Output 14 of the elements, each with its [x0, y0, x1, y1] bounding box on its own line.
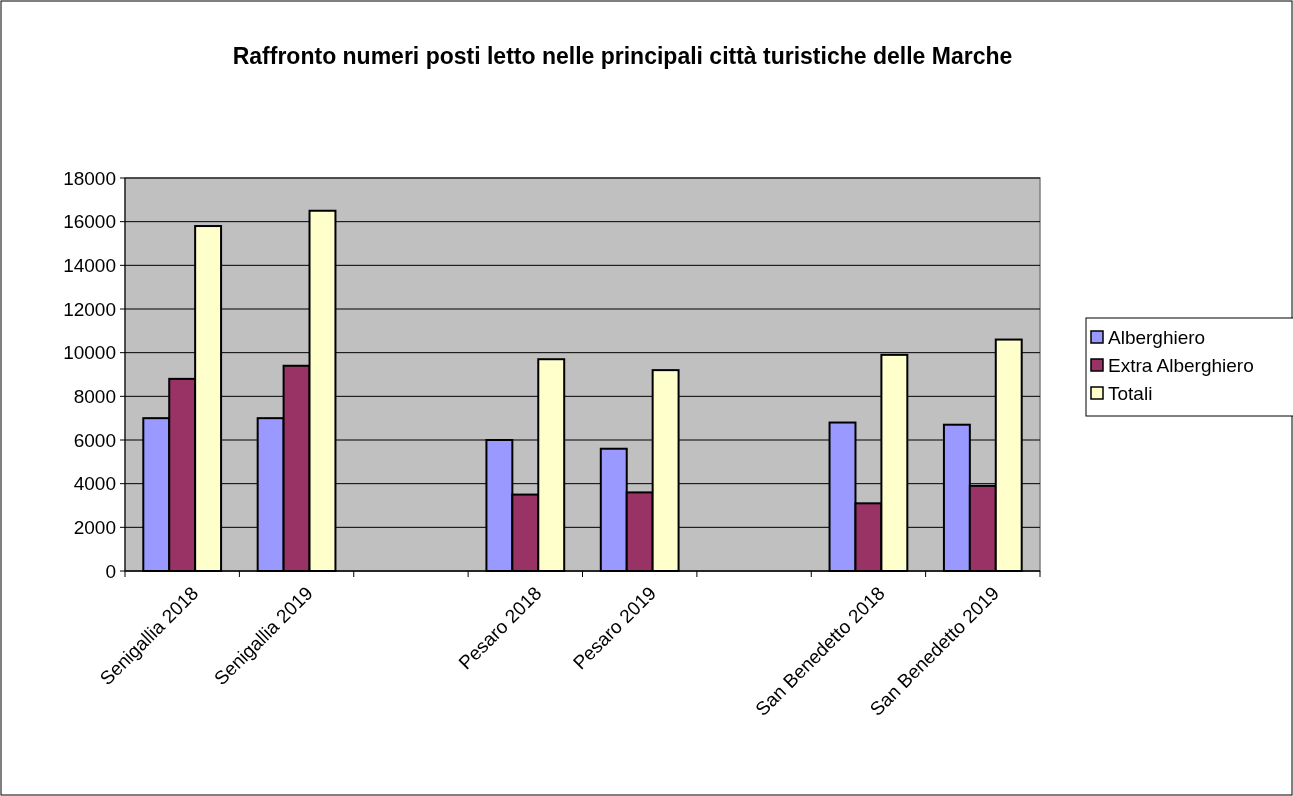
chart-title: Raffronto numeri posti letto nelle principali città turistiche delle Marche — [232, 43, 1013, 69]
y-tick-label: 18000 — [63, 167, 116, 189]
y-tick-label: 6000 — [73, 429, 116, 451]
legend-label: Totali — [1108, 382, 1153, 404]
legend-label: Alberghiero — [1108, 326, 1206, 348]
y-tick-label: 0 — [105, 560, 116, 582]
y-tick-label: 4000 — [73, 473, 116, 495]
y-tick-label: 8000 — [73, 385, 116, 407]
y-tick-label: 16000 — [63, 211, 116, 233]
legend-label: Extra Alberghiero — [1108, 354, 1254, 376]
y-tick-label: 10000 — [63, 342, 116, 364]
y-tick-label: 2000 — [73, 516, 116, 538]
y-tick-label: 14000 — [63, 254, 116, 276]
y-tick-label: 12000 — [63, 298, 116, 320]
